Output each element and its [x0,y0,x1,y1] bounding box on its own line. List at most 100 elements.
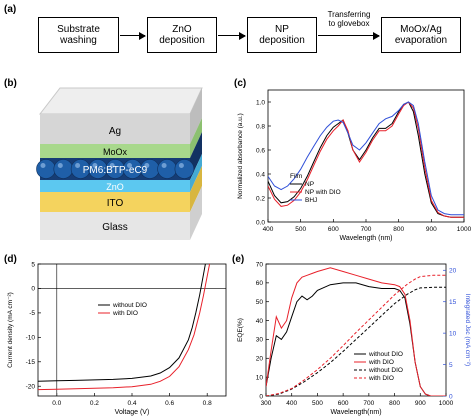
nanoparticle-highlight [40,163,46,168]
series-line-np-with-dio [268,101,464,218]
legend-entry: with DIO [368,359,394,366]
series-group [266,267,446,396]
y-tick-label: 0.2 [256,195,265,202]
y-axis-label: Current density (mA cm⁻²) [7,292,14,368]
x-tick-label: 700 [361,226,372,233]
legend-entry: with DIO [112,310,138,317]
series-line-with-dio [266,274,446,396]
x-tick-label: 500 [295,226,306,233]
legend-entry: without DIO [368,351,403,358]
legend-entry: without DIO [112,302,147,309]
y-tick-label: -10 [26,335,36,342]
y-tick-label: -5 [29,310,35,317]
y-tick-label: 60 [256,280,264,287]
nanoparticle-sphere [53,159,74,179]
y-tick-label: 1.0 [256,99,265,106]
x-tick-label: 500 [312,400,323,407]
series-line-with-dio [266,267,446,396]
y-tick-label: 0 [31,286,35,293]
x-tick-label: 0.8 [203,400,212,407]
y-tick-label: 0.0 [256,219,265,226]
flow-arrow [120,30,146,41]
y-tick-label: 0 [259,393,263,400]
x-tick-label: 0.0 [52,400,61,407]
nanoparticle-highlight [127,163,132,168]
legend-entry: NP with DIO [305,189,341,196]
x-tick-label: 600 [338,400,349,407]
ag-side [190,88,202,144]
series-line-with-dio [38,264,211,391]
legend-entry: with DIO [368,375,394,382]
panel-label-c: (c) [234,78,247,89]
nanoparticle-spheres [36,159,195,179]
series-group [38,264,211,391]
nanoparticle-sphere [157,159,177,179]
x-tick-label: 400 [263,226,274,233]
legend-entry: BHJ [305,197,317,204]
flow-arrow-transfer [318,30,380,41]
y-right-tick-label: 0 [449,393,453,400]
y-axis-label: EQE(%) [237,318,244,342]
y-tick-label: -20 [26,384,36,391]
nanoparticle-highlight [75,163,81,168]
x-axis-label: Wavelength(nm) [330,409,381,416]
legend-entry: NP [305,181,314,188]
y-right-tick-label: 15 [449,299,457,306]
y-tick-label: 0.4 [256,171,265,178]
ag-layer [40,114,190,144]
legend-entry: without DIO [368,367,403,374]
chart-jv: 0.0 0.2 0.4 0.6 0.8 -20 -15 -10 -5 0 5 Voltage (V) C… [7,261,227,416]
legend-title: Film [290,173,302,180]
zno-side [190,154,202,192]
flow-arrow [218,30,246,41]
ag-top-face [38,87,203,115]
x-tick-label: 1000 [439,400,454,407]
x-tick-label: 0.4 [127,400,136,407]
y-tick-label: 50 [256,299,264,306]
nanoparticle-highlight [144,163,150,168]
plot-frame [37,263,227,397]
series-group [268,101,464,218]
nanoparticle-sphere [174,159,195,179]
process-flow: (a) Substrate washing ZnO deposition NP … [0,0,474,75]
y-tick-label: 20 [256,356,264,363]
panel-label-e: (e) [232,254,245,265]
moox-side [190,118,202,158]
flow-step-moox-ag-evaporation: MoOx/Ag evaporation [381,17,461,53]
panel-label-b: (b) [4,78,17,89]
transfer-label: Transferring to glovebox [327,10,371,28]
series-line-without-dio [266,286,446,396]
x-tick-label: 800 [389,400,400,407]
label-zno: ZnO [106,182,124,192]
label-moox: MoOx [103,147,128,157]
panel-label-a: (a) [4,4,17,15]
nanoparticle-sphere [36,159,56,179]
x-tick-label: 600 [328,226,339,233]
x-tick-label: 700 [363,400,374,407]
device-stack: Ag MoOx PM6:BTP-eC9 ZnO ITO Glass [36,87,203,240]
y-tick-label: -15 [26,359,36,366]
moox-layer [40,144,190,158]
nanoparticle-highlight [109,163,115,168]
y-tick-label: 0.8 [256,123,265,130]
chart-absorbance: 400 500 600 700 800 900 1000 0.0 0.2 0.4 0.6 0.8 1.0… [237,89,472,242]
x-tick-label: 1000 [457,226,472,233]
y-tick-label: 40 [256,318,264,325]
y-tick-label: 30 [256,337,264,344]
glass-layer [40,212,190,240]
y-tick-label: 10 [256,374,264,381]
flow-step-zno-deposition: ZnO deposition [147,17,217,53]
y-tick-label: 5 [31,261,35,268]
y-tick-label: 0.6 [256,147,265,154]
plot-frame [265,263,447,397]
x-axis-label: Voltage (V) [115,409,150,416]
glass-side [190,186,202,240]
zno-layer [40,180,190,192]
flow-step-np-deposition: NP deposition [247,17,317,53]
x-tick-label: 900 [426,226,437,233]
x-tick-label: 900 [415,400,426,407]
nanoparticle-highlight [92,163,98,168]
nanoparticle-highlight [161,163,167,168]
y-right-tick-label: 5 [449,362,453,369]
label-ag: Ag [109,126,121,137]
